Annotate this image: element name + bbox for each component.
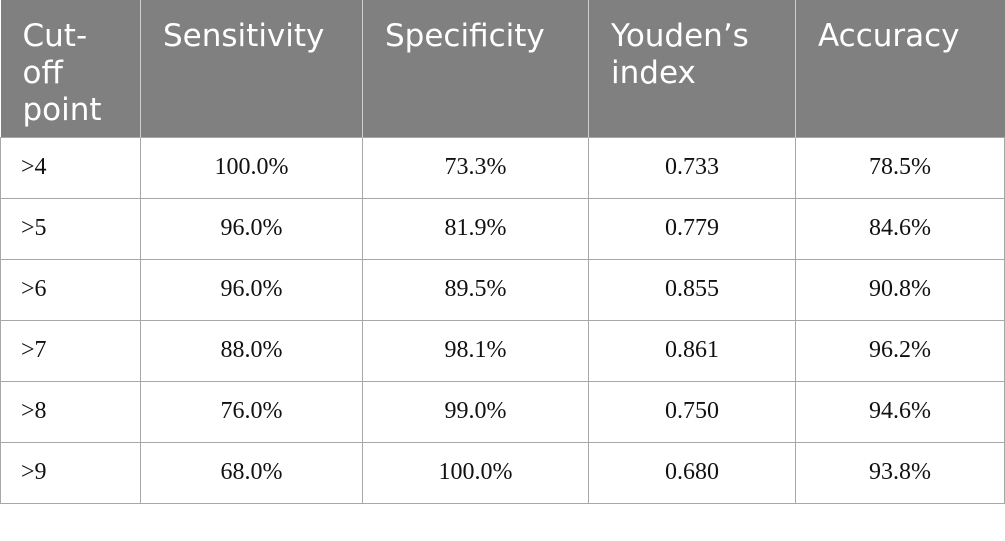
table-row: >6 96.0% 89.5% 0.855 90.8% (0, 258, 1005, 321)
cutoff-cell: >8 (0, 380, 141, 443)
youden-cell: 0.733 (588, 136, 796, 199)
specificity-cell: 99.0% (362, 380, 589, 443)
header-row: Cut-off point Sensitivity Specificity Yo… (0, 0, 1005, 137)
header-sensitivity: Sensitivity (140, 0, 363, 137)
table-row: >8 76.0% 99.0% 0.750 94.6% (0, 380, 1005, 443)
accuracy-cell: 84.6% (795, 197, 1005, 260)
specificity-cell: 98.1% (362, 319, 589, 382)
header-accuracy: Accuracy (795, 0, 1005, 137)
sensitivity-cell: 96.0% (140, 197, 363, 260)
youden-cell: 0.680 (588, 441, 796, 504)
table-row: >7 88.0% 98.1% 0.861 96.2% (0, 319, 1005, 382)
accuracy-cell: 90.8% (795, 258, 1005, 321)
table-row: >4 100.0% 73.3% 0.733 78.5% (0, 136, 1005, 199)
sensitivity-cell: 68.0% (140, 441, 363, 504)
header-specificity: Specificity (362, 0, 589, 137)
accuracy-cell: 96.2% (795, 319, 1005, 382)
cutoff-cell: >5 (0, 197, 141, 260)
sensitivity-cell: 96.0% (140, 258, 363, 321)
table-row: >5 96.0% 81.9% 0.779 84.6% (0, 197, 1005, 260)
cutoff-table: Cut-off point Sensitivity Specificity Yo… (0, 0, 1005, 504)
specificity-cell: 81.9% (362, 197, 589, 260)
sensitivity-cell: 100.0% (140, 136, 363, 199)
cutoff-cell: >7 (0, 319, 141, 382)
youden-cell: 0.855 (588, 258, 796, 321)
header-youdens-index: Youden’s index (588, 0, 796, 137)
accuracy-cell: 94.6% (795, 380, 1005, 443)
cutoff-cell: >9 (0, 441, 141, 504)
youden-cell: 0.750 (588, 380, 796, 443)
accuracy-cell: 93.8% (795, 441, 1005, 504)
specificity-cell: 100.0% (362, 441, 589, 504)
youden-cell: 0.861 (588, 319, 796, 382)
sensitivity-cell: 76.0% (140, 380, 363, 443)
table-header: Cut-off point Sensitivity Specificity Yo… (0, 0, 1005, 137)
sensitivity-cell: 88.0% (140, 319, 363, 382)
cutoff-cell: >4 (0, 136, 141, 199)
specificity-cell: 89.5% (362, 258, 589, 321)
header-cutoff-point: Cut-off point (0, 0, 141, 137)
cutoff-cell: >6 (0, 258, 141, 321)
table-row: >9 68.0% 100.0% 0.680 93.8% (0, 441, 1005, 504)
table-body: >4 100.0% 73.3% 0.733 78.5% >5 96.0% 81.… (0, 136, 1005, 504)
specificity-cell: 73.3% (362, 136, 589, 199)
youden-cell: 0.779 (588, 197, 796, 260)
accuracy-cell: 78.5% (795, 136, 1005, 199)
